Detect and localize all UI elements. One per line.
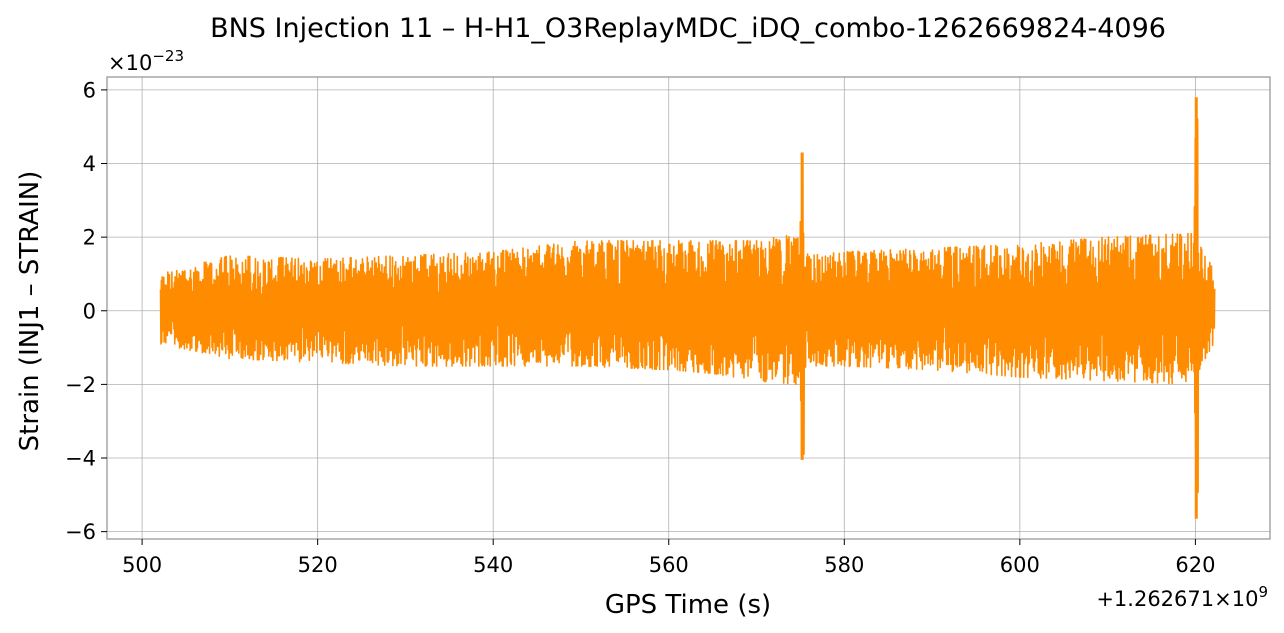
y-tick-label: 6	[83, 78, 96, 102]
x-tick-label: 620	[1175, 553, 1215, 577]
strain-series-line	[159, 118, 1216, 517]
x-tick-label: 600	[1000, 553, 1040, 577]
x-tick-label: 560	[649, 553, 689, 577]
y-tick-label: 4	[83, 152, 96, 176]
y-tick-label: −4	[65, 447, 96, 471]
x-axis-ticks: 500 520 540 560 580 600 620	[122, 539, 1215, 577]
x-offset-label: +1.262671×109	[1096, 583, 1268, 611]
chart-title: BNS Injection 11 – H-H1_O3ReplayMDC_iDQ_…	[210, 13, 1166, 44]
plot-frame	[106, 76, 1271, 540]
x-tick-label: 500	[122, 553, 162, 577]
y-tick-label: −2	[65, 373, 96, 397]
y-tick-label: 2	[83, 226, 96, 250]
x-axis-label: GPS Time (s)	[605, 590, 771, 620]
x-tick-label: 540	[473, 553, 513, 577]
x-tick-label: 580	[824, 553, 864, 577]
data-series	[159, 97, 1216, 519]
x-tick-label: 520	[298, 553, 338, 577]
y-axis-ticks: −6 −4 −2 0 2 4 6	[65, 78, 107, 544]
svg-text:+1.262671×109: +1.262671×109	[1096, 583, 1268, 611]
y-tick-label: 0	[83, 299, 96, 323]
svg-text:×10−23: ×10−23	[108, 47, 184, 75]
y-axis-label: Strain (INJ1 – STRAIN)	[15, 171, 45, 452]
y-scale-label: ×10−23	[108, 47, 184, 75]
y-tick-label: −6	[65, 520, 96, 544]
